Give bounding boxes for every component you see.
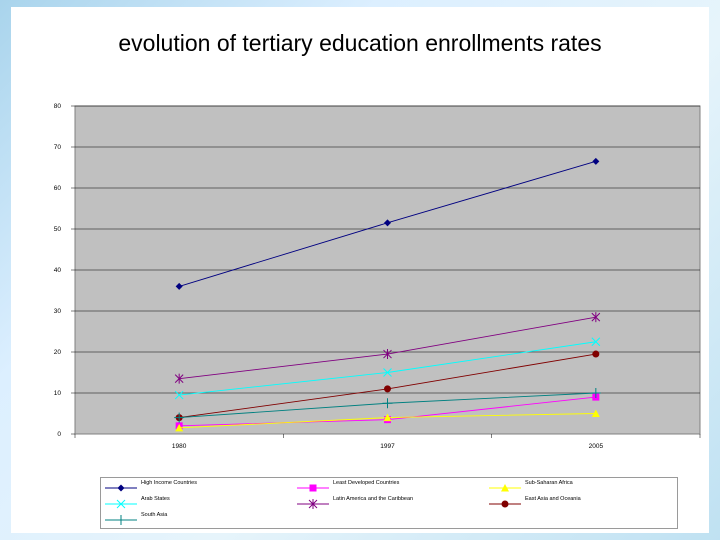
legend-swatch	[489, 484, 521, 492]
data-point	[590, 388, 601, 398]
series-latin-america-and-the-caribbean	[174, 312, 601, 384]
y-tick-label: 60	[54, 185, 62, 192]
data-point	[116, 515, 126, 525]
y-axis-ticks: 0 10 20 30 40 50 60 70 80	[54, 103, 75, 438]
legend-item: South Asia	[103, 512, 288, 525]
legend-item: Latin America and the Caribbean	[295, 496, 480, 509]
data-point	[382, 398, 393, 409]
y-tick-label: 80	[54, 103, 62, 110]
data-point	[591, 337, 601, 347]
data-point	[384, 385, 391, 393]
x-tick-label: 2005	[589, 443, 604, 450]
x-axis-ticks: 1980 1997 2005	[74, 434, 701, 450]
data-point	[501, 500, 509, 508]
data-point	[174, 373, 184, 384]
legend-item: Least Developed Countries	[295, 480, 480, 492]
data-point	[591, 409, 600, 417]
series-east-asia-and-oceania	[175, 350, 600, 422]
data-point	[174, 390, 184, 400]
data-point	[383, 413, 392, 422]
x-tick-label: 1997	[380, 443, 395, 450]
chart-title: evolution of tertiary education enrollme…	[118, 30, 602, 56]
data-point	[501, 484, 509, 492]
data-point	[384, 219, 391, 227]
data-point	[591, 312, 601, 323]
legend-label: East Asia and Oceania	[525, 496, 581, 502]
legend-swatch	[297, 499, 329, 509]
series-arab-states	[174, 337, 601, 400]
y-tick-label: 20	[54, 349, 62, 356]
legend-swatch	[489, 500, 521, 508]
data-point	[383, 349, 392, 360]
series-sub-saharan-africa	[175, 409, 600, 432]
legend-label: High Income Countries	[141, 480, 197, 486]
y-tick-label: 40	[54, 267, 62, 274]
legend-label: South Asia	[141, 512, 168, 518]
data-point	[383, 368, 392, 377]
y-tick-label: 50	[54, 226, 62, 233]
legend: High Income Countries Least Developed Cou…	[100, 477, 678, 529]
legend-label: Arab States	[141, 496, 170, 502]
data-point	[174, 412, 185, 423]
x-tick-label: 1980	[172, 443, 187, 450]
legend-swatch	[105, 499, 137, 509]
data-point	[175, 282, 183, 290]
data-point	[175, 423, 184, 432]
series-south-asia	[174, 388, 601, 423]
legend-item: Sub-Saharan Africa	[487, 480, 672, 492]
y-tick-label: 10	[54, 390, 62, 397]
legend-item: Arab States	[103, 496, 288, 509]
data-point	[308, 499, 318, 509]
data-point	[592, 157, 600, 165]
legend-item: High Income Countries	[103, 480, 288, 492]
legend-label: Sub-Saharan Africa	[525, 480, 573, 486]
data-point	[592, 350, 600, 358]
y-tick-label: 30	[54, 308, 62, 315]
legend-item: East Asia and Oceania	[487, 496, 672, 508]
legend-swatch	[297, 484, 329, 492]
data-point	[117, 484, 125, 492]
y-tick-label: 70	[54, 144, 62, 151]
legend-swatch	[105, 484, 137, 492]
data-point	[309, 484, 317, 492]
legend-label: Latin America and the Caribbean	[333, 496, 414, 502]
series-group	[174, 157, 601, 432]
y-tick-label: 0	[57, 431, 61, 438]
series-high-income-countries	[175, 157, 600, 290]
data-point	[116, 499, 126, 509]
legend-swatch	[105, 515, 137, 525]
legend-label: Least Developed Countries	[333, 480, 400, 486]
